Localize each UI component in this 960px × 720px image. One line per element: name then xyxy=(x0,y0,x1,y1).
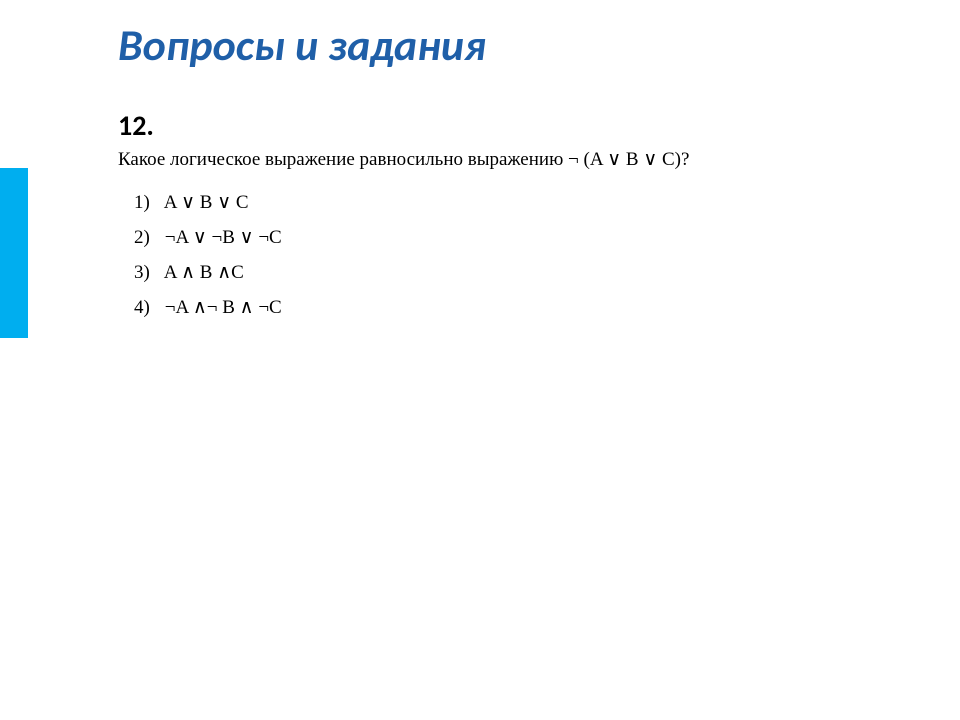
option-4: 4) ¬A ∧¬ B ∧ ¬C xyxy=(134,290,689,325)
question-text: Какое логическое выражение равносильно в… xyxy=(118,148,689,171)
option-1: 1) A ∨ B ∨ C xyxy=(134,185,689,220)
options-list: 1) A ∨ B ∨ C 2) ¬A ∨ ¬B ∨ ¬C 3) A ∧ B ∧C… xyxy=(118,185,689,326)
option-3: 3) A ∧ B ∧C xyxy=(134,255,689,290)
option-number: 2) xyxy=(134,220,160,255)
option-number: 3) xyxy=(134,255,160,290)
page-title: Вопросы и задания xyxy=(118,18,486,72)
option-number: 4) xyxy=(134,290,160,325)
option-number: 1) xyxy=(134,185,160,220)
option-expression: ¬A ∧¬ B ∧ ¬C xyxy=(165,297,282,318)
sidebar-accent xyxy=(0,168,28,338)
option-expression: A ∨ B ∨ C xyxy=(164,192,249,213)
option-expression: ¬A ∨ ¬B ∨ ¬C xyxy=(165,227,282,248)
option-2: 2) ¬A ∨ ¬B ∨ ¬C xyxy=(134,220,689,255)
question-body: Какое логическое выражение равносильно в… xyxy=(118,148,689,326)
option-expression: A ∧ B ∧C xyxy=(164,262,244,283)
question-number: 12. xyxy=(118,108,154,143)
